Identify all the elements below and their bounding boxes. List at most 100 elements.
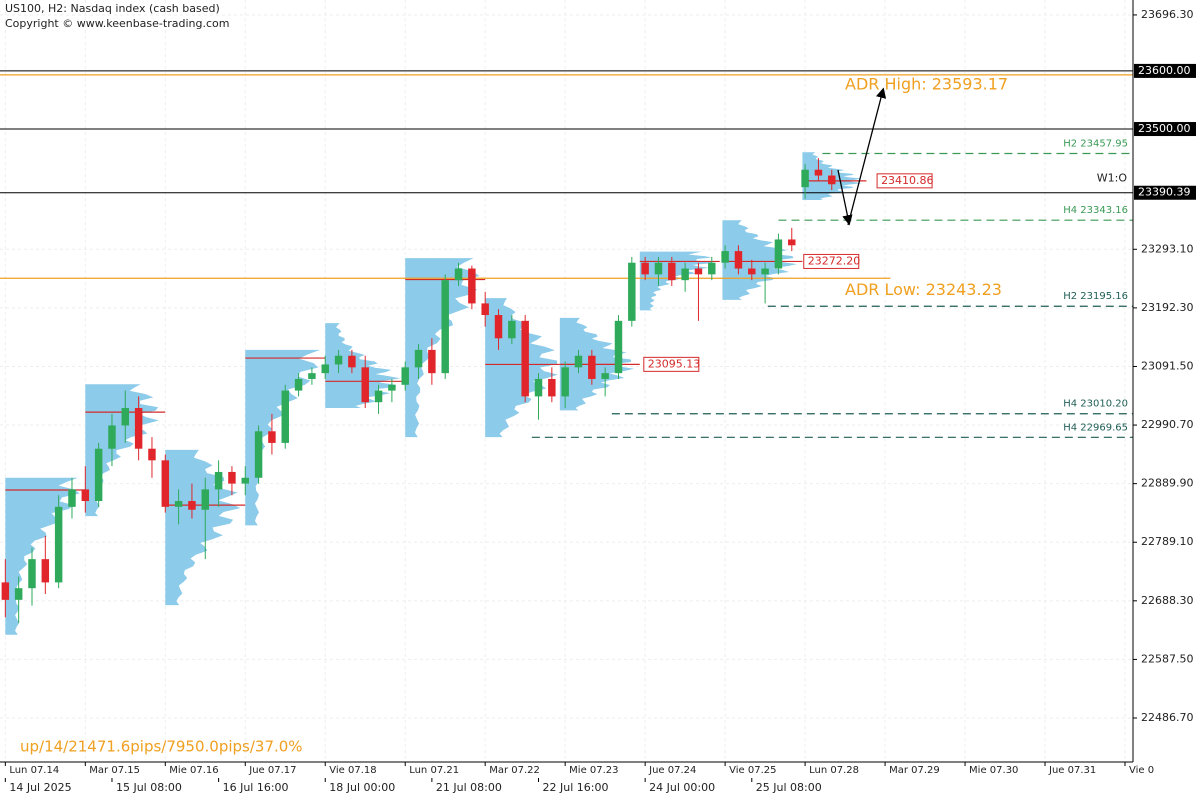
candle-body <box>788 239 796 246</box>
candle-body <box>334 355 343 365</box>
price-box <box>1134 63 1196 78</box>
plot-area: W1:O ADR High: 23593.17 ADR Low: 23243.23 H… <box>0 0 1133 762</box>
volume-profile <box>325 323 401 409</box>
candle-body <box>14 588 23 600</box>
candle-body <box>601 373 609 379</box>
poc-box <box>876 173 933 189</box>
annotation: up/14/21471.6pips/7950.0pips/37.0% <box>20 738 303 756</box>
x-tick-label: Vie 07.18 <box>329 765 376 776</box>
candle-body <box>721 251 729 263</box>
x-tick-label: 22 Jul 16:00 <box>543 781 609 794</box>
candle-body <box>228 471 236 484</box>
candle-body <box>28 559 36 589</box>
arrow-up <box>847 87 887 226</box>
candle-body <box>294 378 303 391</box>
x-tick-label: Vie 0 <box>1129 765 1154 776</box>
candle-body <box>548 378 556 397</box>
candle-body <box>654 262 663 275</box>
candle-body <box>494 315 503 339</box>
candle-body <box>454 268 463 281</box>
arrow-down <box>837 169 853 226</box>
candle-body <box>574 355 583 368</box>
candle-body <box>694 268 703 275</box>
candle-body <box>774 239 783 269</box>
candle-body <box>321 364 329 374</box>
y-tick-label: 23192.30 <box>1141 301 1194 314</box>
x-tick-label: 25 Jul 08:00 <box>756 781 822 794</box>
price-box <box>1134 122 1196 137</box>
poc-label: 23410.86 <box>881 174 934 187</box>
x-tick-label: 16 Jul 16:00 <box>223 781 289 794</box>
candle-body <box>374 390 383 403</box>
y-tick-label: 23091.50 <box>1141 359 1194 372</box>
x-tick-label: Jue 07.31 <box>1048 765 1096 776</box>
x-tick-label: Lun 07.21 <box>409 765 459 776</box>
candle-body <box>681 268 689 281</box>
candle-body <box>214 471 223 490</box>
x-tick-label: Mar 07.15 <box>89 765 140 776</box>
volume-profile <box>5 477 80 635</box>
y-tick-label: 22789.10 <box>1141 535 1194 548</box>
price-label: 23500.00 <box>1138 122 1191 135</box>
candle-body <box>148 448 156 461</box>
adr-label: ADR High: 23593.17 <box>845 74 1008 93</box>
pivot-label: H4 22969.65 <box>1063 422 1128 433</box>
candle-body <box>201 489 210 510</box>
y-tick-label: 23293.10 <box>1141 242 1194 255</box>
candle-body <box>108 425 116 449</box>
x-tick-label: Jue 07.24 <box>648 765 696 776</box>
price-box <box>1134 185 1196 200</box>
candle-body <box>561 367 569 397</box>
candle-body <box>268 431 276 443</box>
x-tick-label: Mie 07.23 <box>569 765 618 776</box>
y-tick-label: 22587.50 <box>1141 652 1194 665</box>
level-tag: W1:O <box>1097 172 1128 185</box>
poc-box <box>803 253 860 269</box>
candle-body <box>1 582 10 600</box>
candle-body <box>241 477 249 484</box>
candle-body <box>54 506 63 583</box>
candle-body <box>508 320 516 339</box>
chart-title: US100, H2: Nasdaq index (cash based) <box>5 2 220 15</box>
candle-body <box>588 355 596 379</box>
x-tick-label: 14 Jul 2025 <box>9 781 71 794</box>
volume-profile <box>245 349 321 526</box>
pivot-label: H4 23010.20 <box>1063 399 1128 410</box>
x-tick-label: Vie 07.25 <box>729 765 776 776</box>
candle-body <box>161 460 170 507</box>
candle-body <box>481 303 489 316</box>
candle-body <box>828 175 836 185</box>
candle-body <box>628 262 636 321</box>
candle-body <box>281 390 289 443</box>
candle-body <box>134 408 143 449</box>
x-tick-label: Jue 07.17 <box>248 765 296 776</box>
x-tick-label: Mie 07.30 <box>969 765 1018 776</box>
x-tick-label: 18 Jul 00:00 <box>329 781 395 794</box>
candle-body <box>401 367 409 385</box>
pivot-label: H4 23343.16 <box>1063 205 1128 216</box>
candle-body <box>441 280 449 374</box>
x-tick-label: Mie 07.16 <box>169 765 218 776</box>
candle-body <box>308 373 316 379</box>
x-tick-label: 21 Jul 08:00 <box>436 781 502 794</box>
pivot-label: H2 23457.95 <box>1063 138 1128 149</box>
candle-body <box>801 169 809 188</box>
candle-body <box>348 355 356 368</box>
pivot-label: H2 23195.16 <box>1063 291 1128 302</box>
candle-body <box>41 559 50 583</box>
poc-label: 23095.13 <box>648 357 701 370</box>
x-tick-label: 24 Jul 00:00 <box>649 781 715 794</box>
y-tick-label: 22688.30 <box>1141 594 1194 607</box>
price-label: 23390.39 <box>1138 186 1191 199</box>
candle-body <box>94 448 103 502</box>
adr-label: ADR Low: 23243.23 <box>845 280 1002 299</box>
chart-subtitle: Copyright © www.keenbase-trading.com <box>5 17 229 30</box>
candle-body <box>521 320 529 397</box>
candle-body <box>468 268 476 304</box>
candle-body <box>734 251 743 269</box>
candle-body <box>254 431 263 478</box>
candle-body <box>708 262 716 275</box>
x-tick-label: 15 Jul 08:00 <box>116 781 182 794</box>
